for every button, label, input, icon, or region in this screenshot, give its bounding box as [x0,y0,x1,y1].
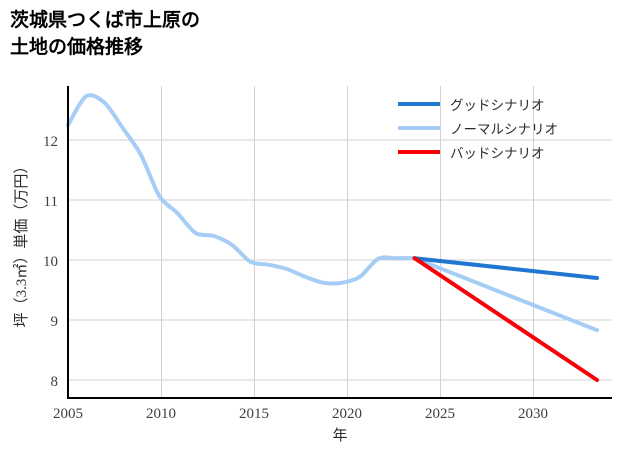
x-tick-label-2030: 2030 [518,406,548,422]
legend-item-bad[interactable]: バッドシナリオ [398,146,545,161]
y-tick-label-11: 11 [44,194,58,210]
x-tick-label-2010: 2010 [146,406,176,422]
y-tick-label-12: 12 [43,134,58,150]
x-tick-labels: 2005 2010 2015 2020 2025 2030 [53,406,548,422]
y-tick-label-10: 10 [43,254,58,270]
legend-label-normal: ノーマルシナリオ [450,122,558,137]
x-tick-label-2015: 2015 [239,406,269,422]
vertical-gridlines [161,86,534,399]
chart-title-line-2: 土地の価格推移 [10,36,144,58]
chart-legend: グッドシナリオ ノーマルシナリオ バッドシナリオ [398,98,558,161]
legend-item-normal[interactable]: ノーマルシナリオ [398,122,558,137]
series-line-history [66,93,417,286]
legend-label-good: グッドシナリオ [450,98,545,113]
chart-title: 茨城県つくば市上原の 土地の価格推移 [10,8,200,62]
series-line-good [412,256,599,280]
horizontal-gridlines [68,139,612,381]
series-group [66,93,599,382]
legend-label-bad: バッドシナリオ [450,146,545,161]
legend-item-good[interactable]: グッドシナリオ [398,98,545,113]
y-tick-label-8: 8 [51,374,59,390]
x-tick-label-2005: 2005 [53,406,83,422]
series-line-bad [412,256,599,382]
x-tick-label-2025: 2025 [425,406,455,422]
y-tick-labels: 12 11 10 9 8 [43,134,58,390]
y-axis-title: 坪（3.3㎡）単価（万円） [13,159,30,328]
x-axis-title: 年 [332,427,347,444]
chart-title-line-1: 茨城県つくば市上原の [10,10,201,31]
y-tick-label-9: 9 [51,314,59,330]
x-tick-label-2020: 2020 [332,406,362,422]
series-line-normal [412,256,599,333]
